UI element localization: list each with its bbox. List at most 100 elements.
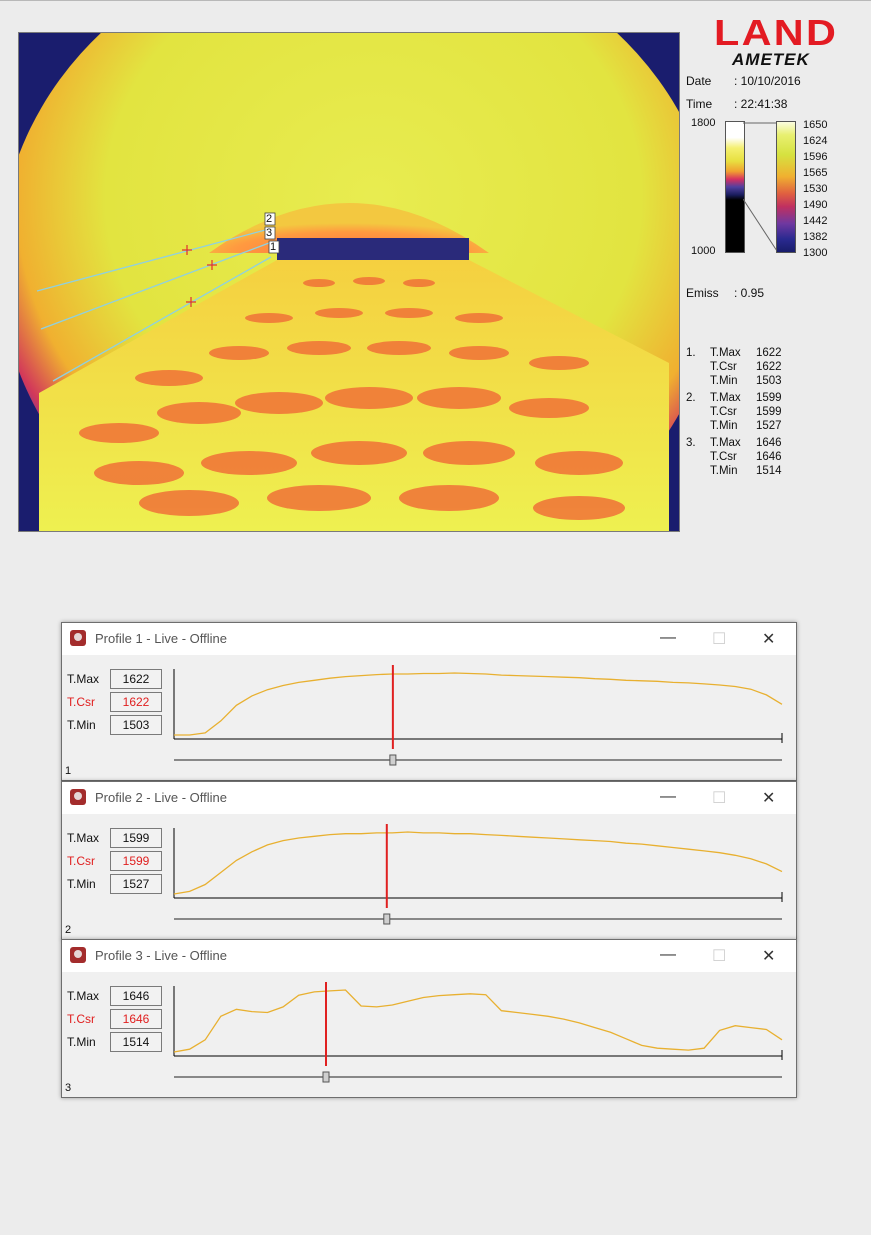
measurement-number: 3. bbox=[686, 437, 696, 449]
measurement-label: T.Min bbox=[710, 375, 738, 387]
ametek-logo: AMETEK bbox=[732, 50, 810, 69]
profile-crosshairs bbox=[182, 245, 217, 307]
land-logo: LAND bbox=[714, 12, 839, 53]
scale-right-label: 1530 bbox=[803, 183, 828, 195]
tmax-label: T.Max bbox=[67, 831, 100, 845]
window-title: Profile 2 - Live - Offline bbox=[95, 790, 227, 805]
measurement-label: T.Csr bbox=[710, 361, 737, 373]
measurement-number: 2. bbox=[686, 392, 696, 404]
tmax-value: 1622 bbox=[110, 669, 162, 689]
profile-series-line bbox=[174, 672, 783, 736]
line-marker-2[interactable]: 2 bbox=[266, 213, 273, 225]
tcsr-label: T.Csr bbox=[67, 1012, 95, 1026]
tmax-label: T.Max bbox=[67, 672, 100, 686]
profile-window-icon bbox=[70, 630, 86, 646]
maximize-icon[interactable]: ☐ bbox=[712, 631, 727, 648]
line-marker-3[interactable]: 3 bbox=[266, 227, 273, 239]
tcsr-label: T.Csr bbox=[67, 854, 95, 868]
time-label: Time bbox=[686, 97, 713, 111]
measurement-label: T.Max bbox=[710, 437, 741, 449]
slider-thumb[interactable] bbox=[383, 913, 391, 925]
scale-right-label: 1624 bbox=[803, 135, 828, 147]
profile-series-line bbox=[173, 831, 783, 895]
scale-left-bottom: 1000 bbox=[691, 245, 716, 257]
profile-index: 2 bbox=[65, 924, 72, 936]
tcsr-value: 1646 bbox=[110, 1009, 162, 1029]
measurement-value: 1646 bbox=[756, 451, 782, 463]
measurement-label: T.Min bbox=[710, 420, 738, 432]
measurement-label: T.Csr bbox=[710, 451, 737, 463]
measurement-number: 1. bbox=[686, 347, 696, 359]
thermal-image-svg bbox=[19, 33, 679, 531]
window-title: Profile 3 - Live - Offline bbox=[95, 948, 227, 963]
profile-index: 3 bbox=[65, 1082, 72, 1094]
close-icon[interactable]: ✕ bbox=[762, 790, 776, 807]
color-scale-right bbox=[776, 121, 796, 253]
tmin-label: T.Min bbox=[67, 718, 96, 732]
title-bar[interactable]: Profile 2 - Live - Offline — ☐ ✕ bbox=[62, 782, 796, 814]
scale-right-label: 1442 bbox=[803, 215, 828, 227]
profile-graph-1[interactable] bbox=[170, 663, 786, 771]
tmin-value: 1527 bbox=[110, 874, 162, 894]
profile-series-line bbox=[173, 989, 783, 1053]
profile-window-1[interactable]: Profile 1 - Live - Offline — ☐ ✕ T.Max T… bbox=[61, 622, 797, 781]
title-bar[interactable]: Profile 1 - Live - Offline — ☐ ✕ bbox=[62, 623, 796, 655]
minimize-icon[interactable]: — bbox=[660, 946, 676, 963]
tmax-label: T.Max bbox=[67, 989, 100, 1003]
tmax-value: 1646 bbox=[110, 986, 162, 1006]
scale-right-label: 1565 bbox=[803, 167, 828, 179]
minimize-icon[interactable]: — bbox=[660, 629, 676, 646]
profile-window-2[interactable]: Profile 2 - Live - Offline — ☐ ✕ T.Max T… bbox=[61, 781, 797, 940]
tmin-label: T.Min bbox=[67, 1035, 96, 1049]
scale-right-labels: 1650 1624 1596 1565 1530 1490 1442 1382 … bbox=[803, 117, 827, 261]
floor-hotspots bbox=[79, 277, 625, 520]
tmin-label: T.Min bbox=[67, 877, 96, 891]
measurement-value: 1646 bbox=[756, 437, 782, 449]
measurement-value: 1514 bbox=[756, 465, 782, 477]
window-title: Profile 1 - Live - Offline bbox=[95, 631, 227, 646]
measurement-value: 1527 bbox=[756, 420, 782, 432]
scale-right-label: 1596 bbox=[803, 151, 828, 163]
scale-connector bbox=[743, 122, 777, 252]
measurement-value: 1503 bbox=[756, 375, 782, 387]
scale-right-label: 1382 bbox=[803, 231, 828, 243]
date-value: : 10/10/2016 bbox=[734, 74, 801, 88]
measurement-value: 1622 bbox=[756, 361, 782, 373]
maximize-icon[interactable]: ☐ bbox=[712, 948, 727, 965]
profile-window-icon bbox=[70, 947, 86, 963]
profile-lines[interactable] bbox=[36, 228, 272, 382]
thermal-image[interactable] bbox=[18, 32, 680, 532]
tmin-value: 1503 bbox=[110, 715, 162, 735]
profile-index: 1 bbox=[65, 765, 72, 777]
maximize-icon[interactable]: ☐ bbox=[712, 790, 727, 807]
report-panel: 2 3 1 LAND AMETEK Date : 10/10/2016 Time… bbox=[0, 0, 871, 564]
line-marker-1[interactable]: 1 bbox=[270, 241, 277, 253]
tcsr-value: 1599 bbox=[110, 851, 162, 871]
measurement-label: T.Min bbox=[710, 465, 738, 477]
profile-window-3[interactable]: Profile 3 - Live - Offline — ☐ ✕ T.Max T… bbox=[61, 939, 797, 1098]
minimize-icon[interactable]: — bbox=[660, 788, 676, 805]
emiss-value: : 0.95 bbox=[734, 286, 765, 300]
profile-window-icon bbox=[70, 789, 86, 805]
profile-graph-2[interactable] bbox=[170, 822, 786, 930]
measurement-value: 1622 bbox=[756, 347, 782, 359]
tmin-value: 1514 bbox=[110, 1032, 162, 1052]
scale-left-top: 1800 bbox=[691, 117, 716, 129]
measurement-label: T.Max bbox=[710, 347, 741, 359]
measurement-label: T.Csr bbox=[710, 406, 737, 418]
date-label: Date bbox=[686, 74, 712, 88]
scale-right-label: 1300 bbox=[803, 247, 828, 259]
close-icon[interactable]: ✕ bbox=[762, 631, 776, 648]
measurement-value: 1599 bbox=[756, 406, 782, 418]
close-icon[interactable]: ✕ bbox=[762, 948, 776, 965]
scale-right-label: 1650 bbox=[803, 119, 828, 131]
tcsr-value: 1622 bbox=[110, 692, 162, 712]
profile-graph-3[interactable] bbox=[170, 980, 786, 1088]
title-bar[interactable]: Profile 3 - Live - Offline — ☐ ✕ bbox=[62, 940, 796, 972]
tmax-value: 1599 bbox=[110, 828, 162, 848]
measurement-value: 1599 bbox=[756, 392, 782, 404]
slider-thumb[interactable] bbox=[389, 754, 397, 766]
tcsr-label: T.Csr bbox=[67, 695, 95, 709]
color-scale-left bbox=[725, 121, 745, 253]
slider-thumb[interactable] bbox=[322, 1071, 330, 1083]
